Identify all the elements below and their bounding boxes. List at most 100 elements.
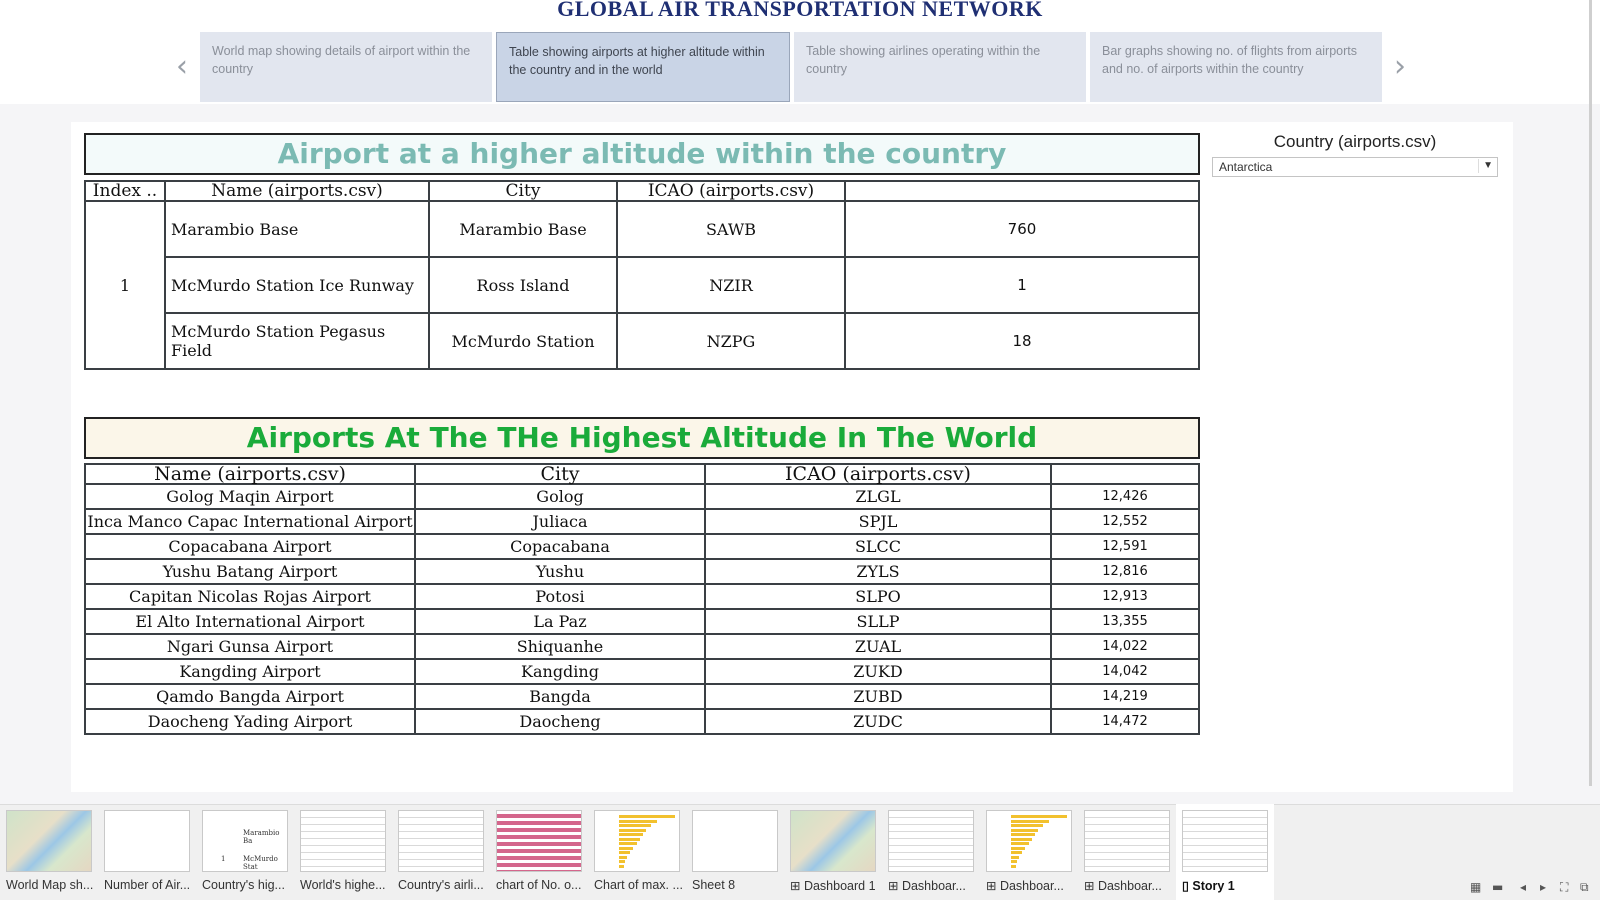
sheet-tab[interactable]: chart of No. o... (490, 804, 588, 900)
name-cell: McMurdo Station Pegasus Field (164, 312, 430, 370)
city-cell: Juliaca (414, 508, 706, 535)
table-header-row: Name (airports.csv) City ICAO (airports.… (84, 463, 1200, 485)
city-cell: Potosi (414, 583, 706, 610)
icao-cell: ZLGL (704, 483, 1052, 510)
country-table-title: Airport at a higher altitude within the … (84, 133, 1200, 175)
world-altitude-table: Name (airports.csv) City ICAO (airports.… (84, 463, 1200, 735)
altitude-cell: 13,355 (1050, 608, 1200, 635)
sheet-tab[interactable]: ⊞ Dashboar... (980, 804, 1078, 900)
table-row[interactable]: Daocheng Yading Airport Daocheng ZUDC 14,47… (84, 708, 1200, 735)
sheet-tab[interactable]: Country's airli... (392, 804, 490, 900)
name-cell: Inca Manco Capac International Airport (84, 508, 416, 535)
column-header[interactable]: City (414, 463, 706, 485)
city-cell: La Paz (414, 608, 706, 635)
table-row[interactable]: Yushu Batang Airport Yushu ZYLS 12,816 (84, 558, 1200, 585)
grid-view-icon[interactable]: ▦ (1470, 880, 1482, 894)
vertical-scrollbar[interactable] (1589, 0, 1592, 786)
sheet-tab-text: Dashboar... (999, 879, 1064, 893)
story-point-3[interactable]: Table showing airlines operating within … (794, 32, 1086, 102)
table-row[interactable]: El Alto International Airport La Paz SLLP 1… (84, 608, 1200, 635)
dropdown-caret-icon[interactable]: ▼ (1478, 159, 1493, 173)
thumbnail-bar (1011, 824, 1043, 827)
column-header (844, 180, 1200, 202)
story-point-label: Bar graphs showing no. of flights from a… (1102, 44, 1357, 76)
sheet-tab-label: Country's airli... (398, 878, 492, 892)
column-header[interactable]: City (428, 180, 618, 202)
country-filter-dropdown[interactable]: Antarctica ▼ (1212, 157, 1498, 177)
name-cell: Marambio Base (164, 200, 430, 258)
sheet-tab-label: ⊞ Dashboar... (1084, 878, 1178, 893)
dashboard-icon: ⊞ (986, 879, 1000, 893)
sheet-tab-text: Number of Air... (104, 878, 191, 892)
city-cell: Copacabana (414, 533, 706, 560)
sheet-tab[interactable]: Sheet 8 (686, 804, 784, 900)
thumbnail-text: Marambio Ba (243, 829, 280, 845)
thumbnail-bar (619, 837, 640, 841)
table-row[interactable]: McMurdo Station Pegasus Field McMurdo St… (85, 312, 1200, 370)
thumbnail-bar (1011, 819, 1050, 823)
city-cell: Golog (414, 483, 706, 510)
column-header[interactable]: Name (airports.csv) (164, 180, 430, 202)
name-cell: Daocheng Yading Airport (84, 708, 416, 735)
sheet-tab[interactable]: Number of Air... (98, 804, 196, 900)
sheet-tab-text: World Map sh... (6, 878, 94, 892)
sheet-tab-text: Dashboar... (1097, 879, 1162, 893)
name-cell: Qamdo Bangda Airport (84, 683, 416, 710)
story-point-4[interactable]: Bar graphs showing no. of flights from a… (1090, 32, 1382, 102)
table-row[interactable]: McMurdo Station Ice Runway Ross Island N… (85, 256, 1200, 314)
altitude-cell: 12,591 (1050, 533, 1200, 560)
sheet-thumbnail (888, 810, 974, 872)
sheet-tab[interactable]: World's highe... (294, 804, 392, 900)
table-row[interactable]: Kangding Airport Kangding ZUKD 14,042 (84, 658, 1200, 685)
city-cell: McMurdo Station (428, 312, 618, 370)
chevron-left-icon[interactable]: ‹ (176, 49, 188, 84)
sheet-tab[interactable]: ⊞ Dashboard 1 (784, 804, 882, 900)
sheet-tab[interactable]: ⊞ Dashboar... (882, 804, 980, 900)
sheet-view-icon[interactable]: ▬ (1492, 880, 1504, 894)
sheet-tab-label: World Map sh... (6, 878, 100, 892)
icao-cell: ZUDC (704, 708, 1052, 735)
thumbnail-bar (1011, 846, 1026, 850)
name-cell: El Alto International Airport (84, 608, 416, 635)
sheet-tab[interactable]: Chart of max. ... (588, 804, 686, 900)
column-header[interactable]: ICAO (airports.csv) (704, 463, 1052, 485)
story-icon: ▯ (1182, 879, 1193, 893)
table-row[interactable]: Ngari Gunsa Airport Shiquanhe ZUAL 14,022 (84, 633, 1200, 660)
altitude-cell: 1 (844, 256, 1200, 314)
sheet-tab-label: ▯ Story 1 (1182, 878, 1276, 893)
sheet-tab[interactable]: World Map sh... (0, 804, 98, 900)
icao-cell: SAWB (616, 200, 846, 258)
thumbnail-bar (619, 851, 631, 854)
table-row[interactable]: Golog Maqin Airport Golog ZLGL 12,426 (84, 483, 1200, 510)
table-row[interactable]: 1 Marambio Base Marambio Base SAWB 760 (84, 200, 1200, 370)
fullscreen-icon[interactable]: ⛶ (1560, 880, 1569, 894)
country-altitude-table: Index .. Name (airports.csv) City ICAO (… (84, 180, 1200, 370)
chevron-right-icon[interactable]: › (1394, 49, 1406, 84)
table-row[interactable]: Capitan Nicolas Rojas Airport Potosi SLPO 1… (84, 583, 1200, 610)
present-icon[interactable]: ⧉ (1580, 880, 1589, 894)
column-header[interactable]: Index .. (84, 180, 166, 202)
story-point-label: World map showing details of airport wit… (212, 44, 471, 76)
sheet-thumbnail (986, 810, 1072, 872)
thumbnail-bar (1011, 864, 1016, 868)
next-sheet-icon[interactable]: ▸ (1540, 880, 1547, 894)
thumbnail-bar (619, 846, 634, 850)
name-cell: Capitan Nicolas Rojas Airport (84, 583, 416, 610)
story-point-2[interactable]: Table showing airports at higher altitud… (496, 32, 790, 102)
sheet-thumbnail (104, 810, 190, 872)
column-header[interactable]: Name (airports.csv) (84, 463, 416, 485)
thumbnail-bar (1011, 833, 1035, 836)
sheet-tab[interactable]: ⊞ Dashboar... (1078, 804, 1176, 900)
sheet-tab-text: Chart of max. ... (594, 878, 683, 892)
prev-sheet-icon[interactable]: ◂ (1520, 880, 1527, 894)
thumbnail-bar (619, 819, 658, 823)
table-row[interactable]: Qamdo Bangda Airport Bangda ZUBD 14,219 (84, 683, 1200, 710)
column-header[interactable]: ICAO (airports.csv) (616, 180, 846, 202)
table-row[interactable]: Inca Manco Capac International Airport Ju… (84, 508, 1200, 535)
city-cell: Bangda (414, 683, 706, 710)
sheet-tab[interactable]: ▯ Story 1 (1176, 804, 1274, 900)
table-row[interactable]: Copacabana Airport Copacabana SLCC 12,591 (84, 533, 1200, 560)
dashboard-icon: ⊞ (888, 879, 902, 893)
sheet-tab[interactable]: Marambio Ba McMurdo Stat 1 Country's hig... (196, 804, 294, 900)
story-point-1[interactable]: World map showing details of airport wit… (200, 32, 492, 102)
